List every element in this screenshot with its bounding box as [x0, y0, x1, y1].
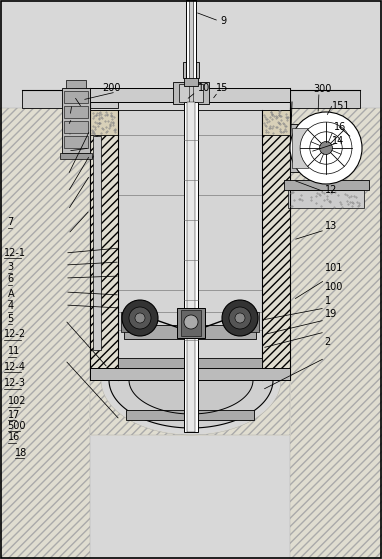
Bar [290, 90, 360, 108]
Text: 13: 13 [325, 221, 337, 231]
Bar [64, 106, 88, 118]
Text: 5: 5 [8, 314, 14, 324]
Polygon shape [90, 380, 290, 435]
Bar [249, 312, 259, 332]
Text: 500: 500 [8, 421, 26, 431]
Bar [290, 124, 310, 172]
Bar [179, 84, 203, 102]
Text: 16: 16 [8, 432, 20, 442]
Bar [118, 358, 262, 368]
Bar [184, 102, 198, 432]
Circle shape [319, 141, 332, 154]
Bar [62, 88, 90, 153]
Bar [186, 0, 196, 102]
Bar [118, 110, 262, 380]
Text: 2: 2 [325, 337, 331, 347]
Bar [0, 108, 90, 559]
Text: A: A [8, 289, 14, 299]
Polygon shape [129, 380, 253, 414]
Bar [126, 410, 254, 420]
Text: 102: 102 [8, 396, 26, 406]
Circle shape [129, 307, 151, 329]
Bar [90, 110, 118, 135]
Bar [292, 128, 308, 168]
Text: 151: 151 [332, 101, 351, 111]
Text: 16: 16 [334, 122, 346, 132]
Polygon shape [90, 380, 290, 435]
Bar [262, 110, 290, 380]
Text: 3: 3 [8, 262, 14, 272]
Text: 17: 17 [8, 410, 20, 420]
Text: 18: 18 [15, 448, 28, 458]
Circle shape [135, 313, 145, 323]
Bar [181, 310, 201, 336]
Text: 200: 200 [102, 83, 121, 93]
Text: 4: 4 [8, 301, 14, 311]
Text: 10: 10 [198, 83, 210, 93]
Bar [90, 88, 290, 102]
Bar [64, 121, 88, 133]
Text: 12-1: 12-1 [4, 248, 26, 258]
Circle shape [235, 313, 245, 323]
Bar [60, 153, 92, 159]
Text: 9: 9 [221, 16, 227, 26]
Bar [290, 108, 382, 559]
Bar [124, 325, 256, 339]
Circle shape [229, 307, 251, 329]
Bar [64, 136, 88, 148]
Bar [66, 80, 86, 88]
Bar [184, 78, 198, 86]
Text: 12-4: 12-4 [4, 362, 26, 372]
Bar [90, 368, 290, 380]
Text: 6: 6 [8, 274, 14, 285]
Bar [173, 82, 209, 104]
Circle shape [290, 112, 362, 184]
Bar [284, 180, 369, 190]
Text: 12-3: 12-3 [4, 378, 26, 389]
Bar [177, 308, 205, 338]
Text: 12-2: 12-2 [4, 329, 26, 339]
Text: 300: 300 [313, 84, 332, 94]
Text: 1: 1 [325, 296, 331, 306]
Circle shape [310, 132, 342, 164]
Bar [22, 90, 118, 108]
Text: 19: 19 [325, 309, 337, 319]
Circle shape [222, 300, 258, 336]
Polygon shape [109, 380, 273, 428]
Bar [183, 62, 199, 78]
Circle shape [184, 315, 198, 329]
Text: 12: 12 [325, 185, 337, 195]
Bar [64, 91, 88, 103]
Bar [121, 312, 131, 332]
Bar [262, 110, 290, 135]
Bar [187, 102, 195, 432]
Text: 11: 11 [8, 346, 20, 356]
Circle shape [122, 300, 158, 336]
Text: 100: 100 [325, 282, 343, 292]
Text: 15: 15 [216, 83, 228, 93]
Circle shape [300, 122, 352, 174]
Bar [288, 190, 364, 208]
Bar [189, 0, 193, 102]
Bar [90, 110, 118, 380]
Text: 7: 7 [8, 217, 14, 228]
Text: 14: 14 [332, 136, 345, 146]
Text: 101: 101 [325, 263, 343, 273]
Bar [93, 136, 101, 350]
